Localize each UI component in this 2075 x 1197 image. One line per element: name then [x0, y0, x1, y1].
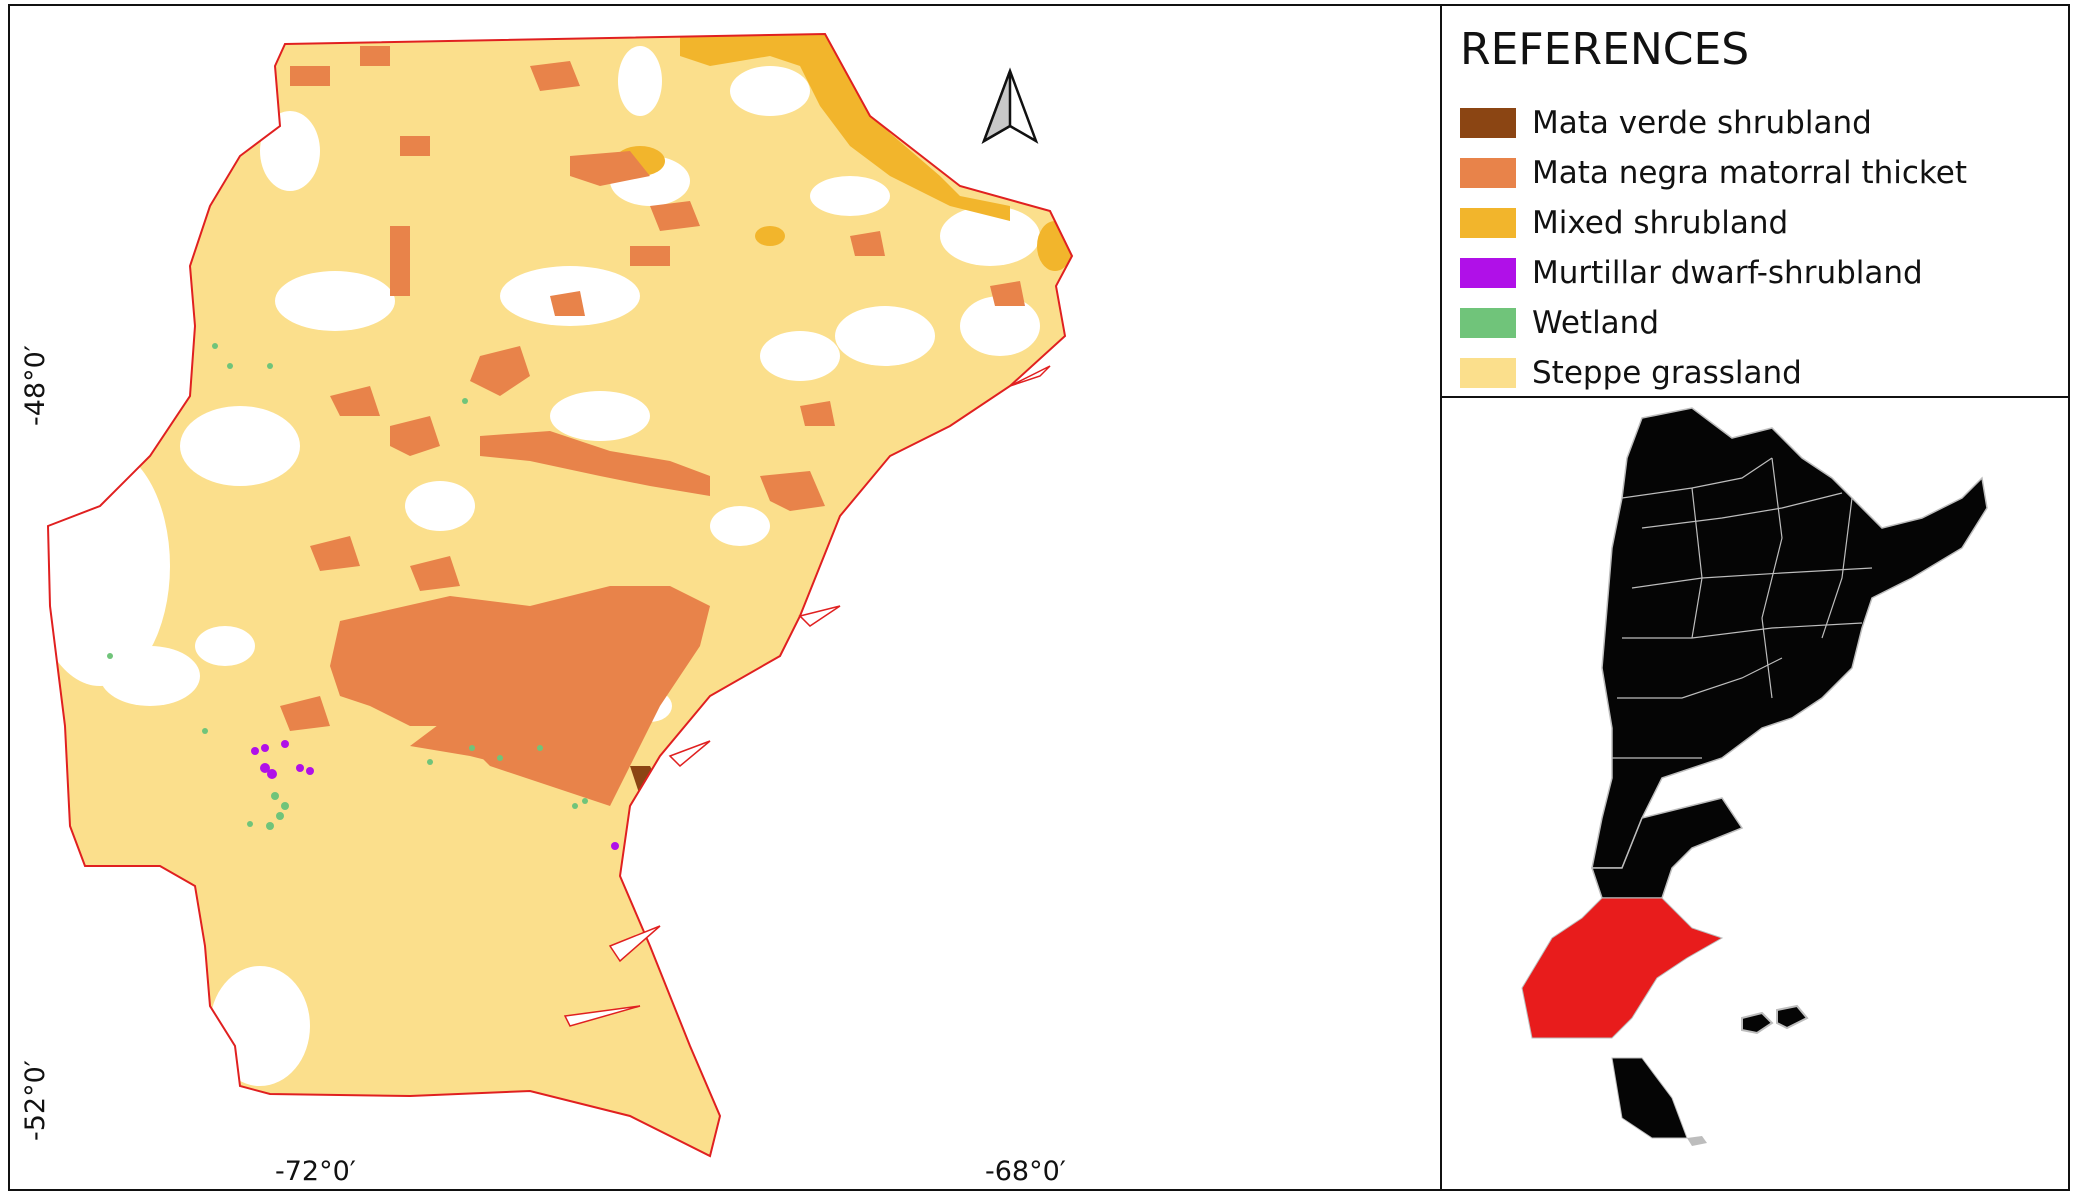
- swatch-steppe: [1460, 358, 1516, 388]
- legend-label: Wetland: [1532, 305, 1659, 341]
- legend-panel: REFERENCES Mata verde shrubland Mata neg…: [1440, 4, 2070, 398]
- swatch-murtillar: [1460, 258, 1516, 288]
- legend-item-wetland: Wetland: [1460, 298, 1967, 348]
- inset-map-panel: [1440, 396, 2070, 1191]
- legend-label: Murtillar dwarf-shrubland: [1532, 255, 1923, 291]
- no-data-patches: [48, 46, 1040, 1086]
- legend-item-mata-negra: Mata negra matorral thicket: [1460, 148, 1967, 198]
- north-arrow-icon: [981, 67, 1039, 144]
- island-outline: [1687, 1136, 1707, 1146]
- swatch-mata-negra: [1460, 158, 1516, 188]
- highlighted-province: [1521, 897, 1724, 1039]
- legend-list: Mata verde shrubland Mata negra matorral…: [1460, 98, 1967, 398]
- malvinas-islands: [1741, 1004, 1809, 1035]
- argentina-inset-map: [1521, 407, 1988, 1146]
- legend-title: REFERENCES: [1460, 24, 1750, 75]
- legend-label: Mata negra matorral thicket: [1532, 155, 1967, 191]
- wetland-points: [107, 343, 588, 830]
- province-map: [46, 32, 1074, 1158]
- argentina-north: [1591, 407, 1988, 869]
- legend-item-murtillar: Murtillar dwarf-shrubland: [1460, 248, 1967, 298]
- legend-label: Mixed shrubland: [1532, 205, 1789, 241]
- mata-negra-area: [280, 46, 1025, 806]
- legend-item-steppe: Steppe grassland: [1460, 348, 1967, 398]
- legend-item-mixed-shrubland: Mixed shrubland: [1460, 198, 1967, 248]
- swatch-wetland: [1460, 308, 1516, 338]
- legend-item-mata-verde: Mata verde shrubland: [1460, 98, 1967, 148]
- province-lines: [1612, 457, 1873, 759]
- province-boundary: [46, 32, 1074, 1158]
- lon-label-72: -72°0′: [275, 1156, 356, 1187]
- swatch-mata-verde: [1460, 108, 1516, 138]
- swatch-mixed-shrubland: [1460, 208, 1516, 238]
- estuaries: [563, 365, 1051, 1027]
- lon-label-68: -68°0′: [985, 1156, 1066, 1187]
- legend-label: Mata verde shrubland: [1532, 105, 1872, 141]
- main-map-panel: -48°0′ -52°0′ -72°0′ -68°0′: [8, 4, 1442, 1191]
- legend-label: Steppe grassland: [1532, 355, 1802, 391]
- lat-label-48: -48°0′: [20, 345, 51, 426]
- tierra-del-fuego: [1611, 1057, 1688, 1139]
- lat-label-52: -52°0′: [20, 1060, 51, 1141]
